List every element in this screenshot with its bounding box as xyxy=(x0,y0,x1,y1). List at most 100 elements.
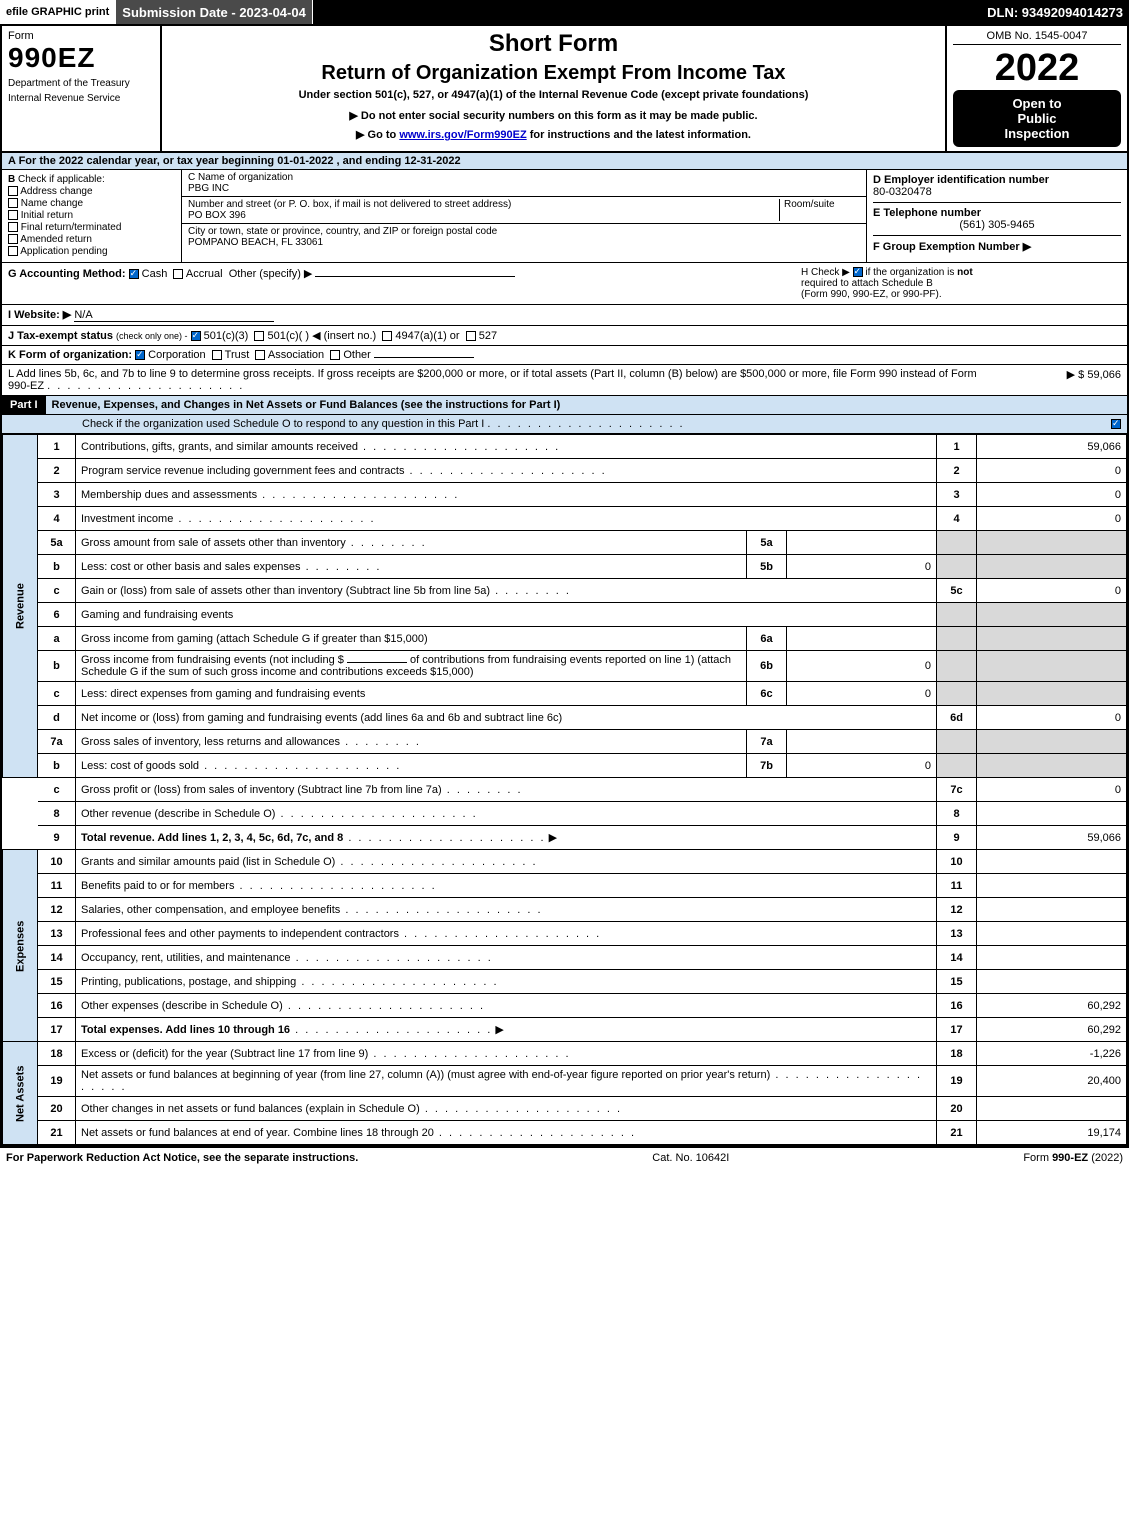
instructions-link[interactable]: www.irs.gov/Form990EZ xyxy=(399,129,526,141)
r4-desc: Investment income xyxy=(76,507,937,531)
j-527-check[interactable] xyxy=(466,331,476,341)
cash-checkbox[interactable] xyxy=(129,269,139,279)
r11-val xyxy=(977,874,1127,898)
r13-num: 13 xyxy=(38,922,76,946)
r12-val xyxy=(977,898,1127,922)
k-assoc: Association xyxy=(268,349,324,361)
j-4947-check[interactable] xyxy=(382,331,392,341)
r13-ref: 13 xyxy=(937,922,977,946)
r5c-ref: 5c xyxy=(937,579,977,603)
tel: (561) 305-9465 xyxy=(873,219,1121,231)
form-header: Form 990EZ Department of the Treasury In… xyxy=(2,26,1127,153)
r6a-sr: 6a xyxy=(747,627,787,651)
r19-val: 20,400 xyxy=(977,1066,1127,1097)
dept-treasury: Department of the Treasury xyxy=(8,78,154,89)
r16-ref: 16 xyxy=(937,994,977,1018)
r5c-desc: Gain or (loss) from sale of assets other… xyxy=(76,579,937,603)
revenue-side-label: Revenue xyxy=(3,435,38,778)
r6c-sr: 6c xyxy=(747,682,787,706)
k-trust-check[interactable] xyxy=(212,350,222,360)
row-7a: 7a Gross sales of inventory, less return… xyxy=(3,730,1127,754)
footer-left: For Paperwork Reduction Act Notice, see … xyxy=(6,1152,358,1164)
website-value: N/A xyxy=(74,309,274,322)
j-501c3-check[interactable] xyxy=(191,331,201,341)
r15-val xyxy=(977,970,1127,994)
org-name-row: C Name of organization PBG INC xyxy=(182,170,866,197)
accrual-label: Accrual xyxy=(186,268,223,280)
r8-val xyxy=(977,802,1127,826)
r14-ref: 14 xyxy=(937,946,977,970)
r6-desc: Gaming and fundraising events xyxy=(76,603,937,627)
r6a-num: a xyxy=(38,627,76,651)
r9-num: 9 xyxy=(38,826,76,850)
r6-num: 6 xyxy=(38,603,76,627)
k-label: K Form of organization: xyxy=(8,349,132,361)
r3-val: 0 xyxy=(977,483,1127,507)
net-assets-side-label: Net Assets xyxy=(3,1042,38,1145)
check-address[interactable]: Address change xyxy=(8,186,175,197)
j-501c-check[interactable] xyxy=(254,331,264,341)
row-6: 6 Gaming and fundraising events xyxy=(3,603,1127,627)
accrual-checkbox[interactable] xyxy=(173,269,183,279)
row-12: 12 Salaries, other compensation, and emp… xyxy=(3,898,1127,922)
r7a-sr: 7a xyxy=(747,730,787,754)
r10-val xyxy=(977,850,1127,874)
r6c-desc: Less: direct expenses from gaming and fu… xyxy=(76,682,747,706)
row-7b: b Less: cost of goods sold 7b 0 xyxy=(3,754,1127,778)
row-9: 9 Total revenue. Add lines 1, 2, 3, 4, 5… xyxy=(3,826,1127,850)
r20-ref: 20 xyxy=(937,1097,977,1121)
check-initial[interactable]: Initial return xyxy=(8,210,175,221)
r12-ref: 12 xyxy=(937,898,977,922)
r7a-shade1 xyxy=(937,730,977,754)
r5a-sv xyxy=(787,531,937,555)
row-5c: c Gain or (loss) from sale of assets oth… xyxy=(3,579,1127,603)
r1-val: 59,066 xyxy=(977,435,1127,459)
r11-desc: Benefits paid to or for members xyxy=(76,874,937,898)
tel-label: E Telephone number xyxy=(873,207,981,219)
r5b-sv: 0 xyxy=(787,555,937,579)
other-input[interactable] xyxy=(315,276,515,277)
r4-num: 4 xyxy=(38,507,76,531)
check-amended[interactable]: Amended return xyxy=(8,234,175,245)
check-pending[interactable]: Application pending xyxy=(8,246,175,257)
r5a-desc: Gross amount from sale of assets other t… xyxy=(76,531,747,555)
efile-label[interactable]: efile GRAPHIC print xyxy=(0,0,116,24)
cash-label: Cash xyxy=(142,268,168,280)
k-assoc-check[interactable] xyxy=(255,350,265,360)
city-row: City or town, state or province, country… xyxy=(182,224,866,250)
r6a-desc: Gross income from gaming (attach Schedul… xyxy=(76,627,747,651)
k-other-check[interactable] xyxy=(330,350,340,360)
b-title: B Check if applicable: xyxy=(8,174,175,185)
h-checkbox[interactable] xyxy=(853,267,863,277)
r10-ref: 10 xyxy=(937,850,977,874)
r21-desc: Net assets or fund balances at end of ye… xyxy=(76,1121,937,1145)
r6a-shade1 xyxy=(937,627,977,651)
h-text2: if the organization is xyxy=(865,267,954,278)
r7b-shade2 xyxy=(977,754,1127,778)
r3-ref: 3 xyxy=(937,483,977,507)
section-c: C Name of organization PBG INC Number an… xyxy=(182,170,867,262)
r7b-shade1 xyxy=(937,754,977,778)
check-final[interactable]: Final return/terminated xyxy=(8,222,175,233)
row-7c: c Gross profit or (loss) from sales of i… xyxy=(3,778,1127,802)
r7c-val: 0 xyxy=(977,778,1127,802)
r5b-shade2 xyxy=(977,555,1127,579)
check-name[interactable]: Name change xyxy=(8,198,175,209)
k-corp-check[interactable] xyxy=(135,350,145,360)
r4-val: 0 xyxy=(977,507,1127,531)
r6b-fill[interactable] xyxy=(347,662,407,663)
r6c-shade2 xyxy=(977,682,1127,706)
r2-val: 0 xyxy=(977,459,1127,483)
r17-desc: Total expenses. Add lines 10 through 16 … xyxy=(76,1018,937,1042)
city-label: City or town, state or province, country… xyxy=(188,226,860,237)
row-16: 16 Other expenses (describe in Schedule … xyxy=(3,994,1127,1018)
r6a-shade2 xyxy=(977,627,1127,651)
l-amount: ▶ $ 59,066 xyxy=(1001,368,1121,392)
part-i-checkbox[interactable] xyxy=(1105,415,1127,433)
r6b-num: b xyxy=(38,651,76,682)
r17-val: 60,292 xyxy=(977,1018,1127,1042)
r4-ref: 4 xyxy=(937,507,977,531)
r6-shade1 xyxy=(937,603,977,627)
r5a-num: 5a xyxy=(38,531,76,555)
k-other-input[interactable] xyxy=(374,357,474,358)
